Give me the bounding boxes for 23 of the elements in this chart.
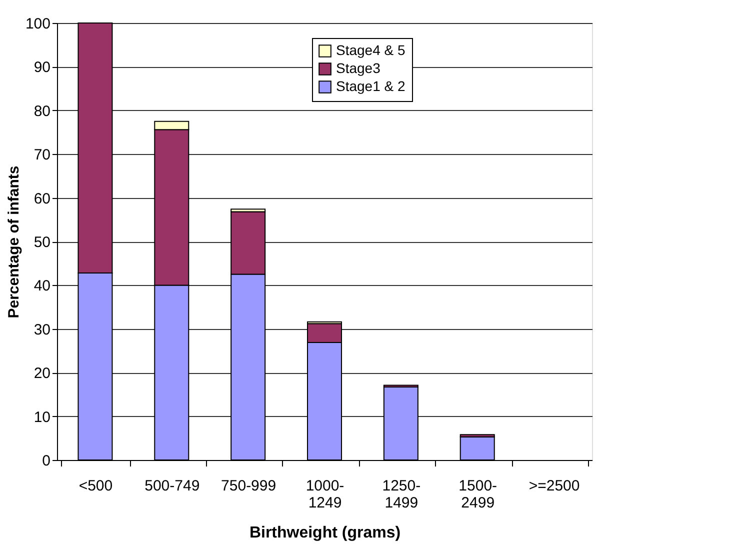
y-tick-label: 10 [34, 408, 50, 426]
y-tick-label: 60 [34, 190, 50, 208]
x-tick-label: >=2500 [528, 478, 580, 494]
legend-label: Stage3 [336, 60, 381, 76]
x-tick-label: 750-999 [221, 478, 276, 494]
x-tick-label: 1000-1249 [306, 478, 344, 512]
y-tick-label: 70 [34, 146, 50, 164]
y-tick-label: 30 [34, 321, 50, 338]
y-tick-label: 80 [34, 102, 50, 120]
y-tick-label: 90 [34, 59, 50, 76]
y-tick-label: 0 [42, 452, 50, 470]
legend-label: Stage4 & 5 [336, 42, 406, 58]
x-tick-label: 500-749 [144, 478, 200, 494]
x-tick-label: 1250-1499 [382, 478, 421, 512]
x-tick-label: 1500-2499 [458, 478, 498, 512]
y-tick-label: 20 [34, 365, 50, 382]
y-tick-label: 50 [34, 234, 50, 251]
x-axis-title: Birthweight (grams) [249, 524, 401, 542]
legend-label: Stage1 & 2 [336, 78, 406, 94]
x-tick-label: <500 [78, 478, 113, 494]
y-tick-label: 100 [25, 16, 50, 32]
y-axis-title: Percentage of infants [5, 166, 22, 318]
y-tick-label: 40 [34, 278, 50, 295]
